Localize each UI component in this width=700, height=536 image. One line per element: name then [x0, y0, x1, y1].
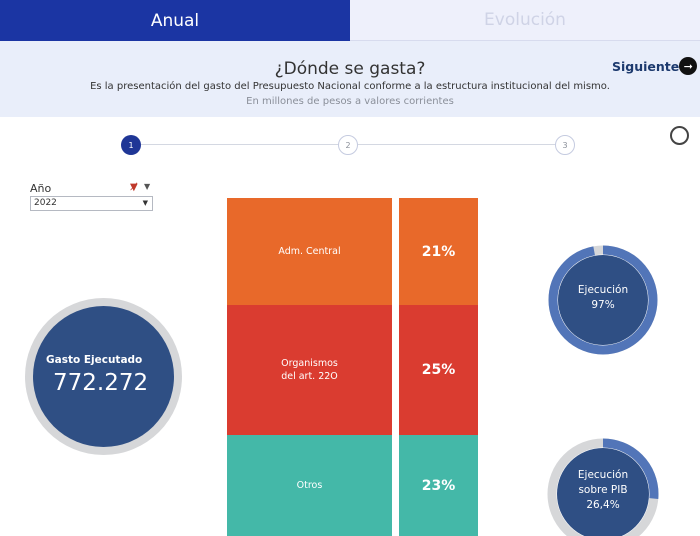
tab-anual[interactable]: Anual: [0, 0, 350, 41]
segment-label: Organismos del art. 22O: [281, 357, 338, 383]
pct-organismos[interactable]: 25%: [399, 305, 478, 435]
step-3[interactable]: 3: [555, 135, 575, 155]
year-select-value: 2022: [34, 198, 57, 208]
segment-adm-central[interactable]: Adm. Central: [227, 198, 392, 305]
gasto-value: 772.272: [53, 370, 149, 396]
units-note: En millones de pesos a valores corriente…: [246, 96, 454, 107]
page-title: ¿Dónde se gasta?: [274, 59, 426, 79]
stepper-line: [358, 144, 558, 145]
year-select[interactable]: 2022 ▼: [30, 196, 153, 211]
gauge-ejecucion: [548, 245, 658, 355]
gauge-value: 26,4%: [586, 499, 620, 511]
clear-filter-icon[interactable]: ▼̸: [130, 182, 138, 193]
step-2[interactable]: 2: [338, 135, 358, 155]
segment-pct: 23%: [421, 477, 456, 494]
segment-label: Otros: [296, 480, 323, 491]
gauge-progress-arc: [548, 245, 658, 355]
arrow-right-icon: ➞: [679, 57, 698, 75]
segment-pct: 21%: [421, 243, 456, 260]
gauge-label-line: Ejecución: [577, 469, 629, 481]
radio-button[interactable]: [670, 126, 689, 145]
gasto-label: Gasto Ejecutado: [46, 354, 143, 366]
gauge-value: 97%: [591, 299, 615, 311]
gauge-core: [558, 255, 648, 345]
gauge-ejecucion-pib: [547, 438, 659, 536]
tab-evolucion[interactable]: Evolución: [350, 0, 700, 41]
pct-otros[interactable]: 23%: [399, 435, 478, 536]
gauge-core: [557, 448, 649, 536]
tab-bar: Anual Evolución: [0, 0, 700, 41]
header-band: ¿Dónde se gasta? Es la presentación del …: [0, 41, 700, 117]
gasto-ejecutado-kpi: Gasto Ejecutado 772.272: [33, 306, 174, 447]
page-description: Es la presentación del gasto del Presupu…: [90, 81, 610, 92]
step-1[interactable]: 1: [121, 135, 141, 155]
next-button[interactable]: Siguiente ➞: [612, 57, 698, 75]
segment-organismos[interactable]: Organismos del art. 22O: [227, 305, 392, 435]
segment-label-line: Organismos: [281, 358, 338, 369]
segment-label-line: del art. 22O: [281, 371, 338, 382]
stepper-line: [141, 144, 341, 145]
gauge-ejecucion-label: Ejecución 97%: [548, 283, 658, 313]
gauge-label-line: Ejecución: [577, 284, 629, 296]
gauge-ejecucion-pib-label: Ejecución sobre PIB 26,4%: [547, 468, 659, 513]
pct-adm-central[interactable]: 21%: [399, 198, 478, 305]
gauge-progress-arc: [547, 438, 659, 536]
chevron-down-icon: ▼: [142, 199, 148, 207]
segment-label: Adm. Central: [278, 246, 341, 257]
segment-otros[interactable]: Otros: [227, 435, 392, 536]
year-filter-label: Año: [30, 182, 52, 195]
gauge-label-line: sobre PIB: [578, 484, 628, 496]
filter-menu-icon[interactable]: ▼: [144, 182, 151, 191]
segment-pct: 25%: [421, 362, 456, 378]
next-button-label: Siguiente: [612, 58, 680, 74]
